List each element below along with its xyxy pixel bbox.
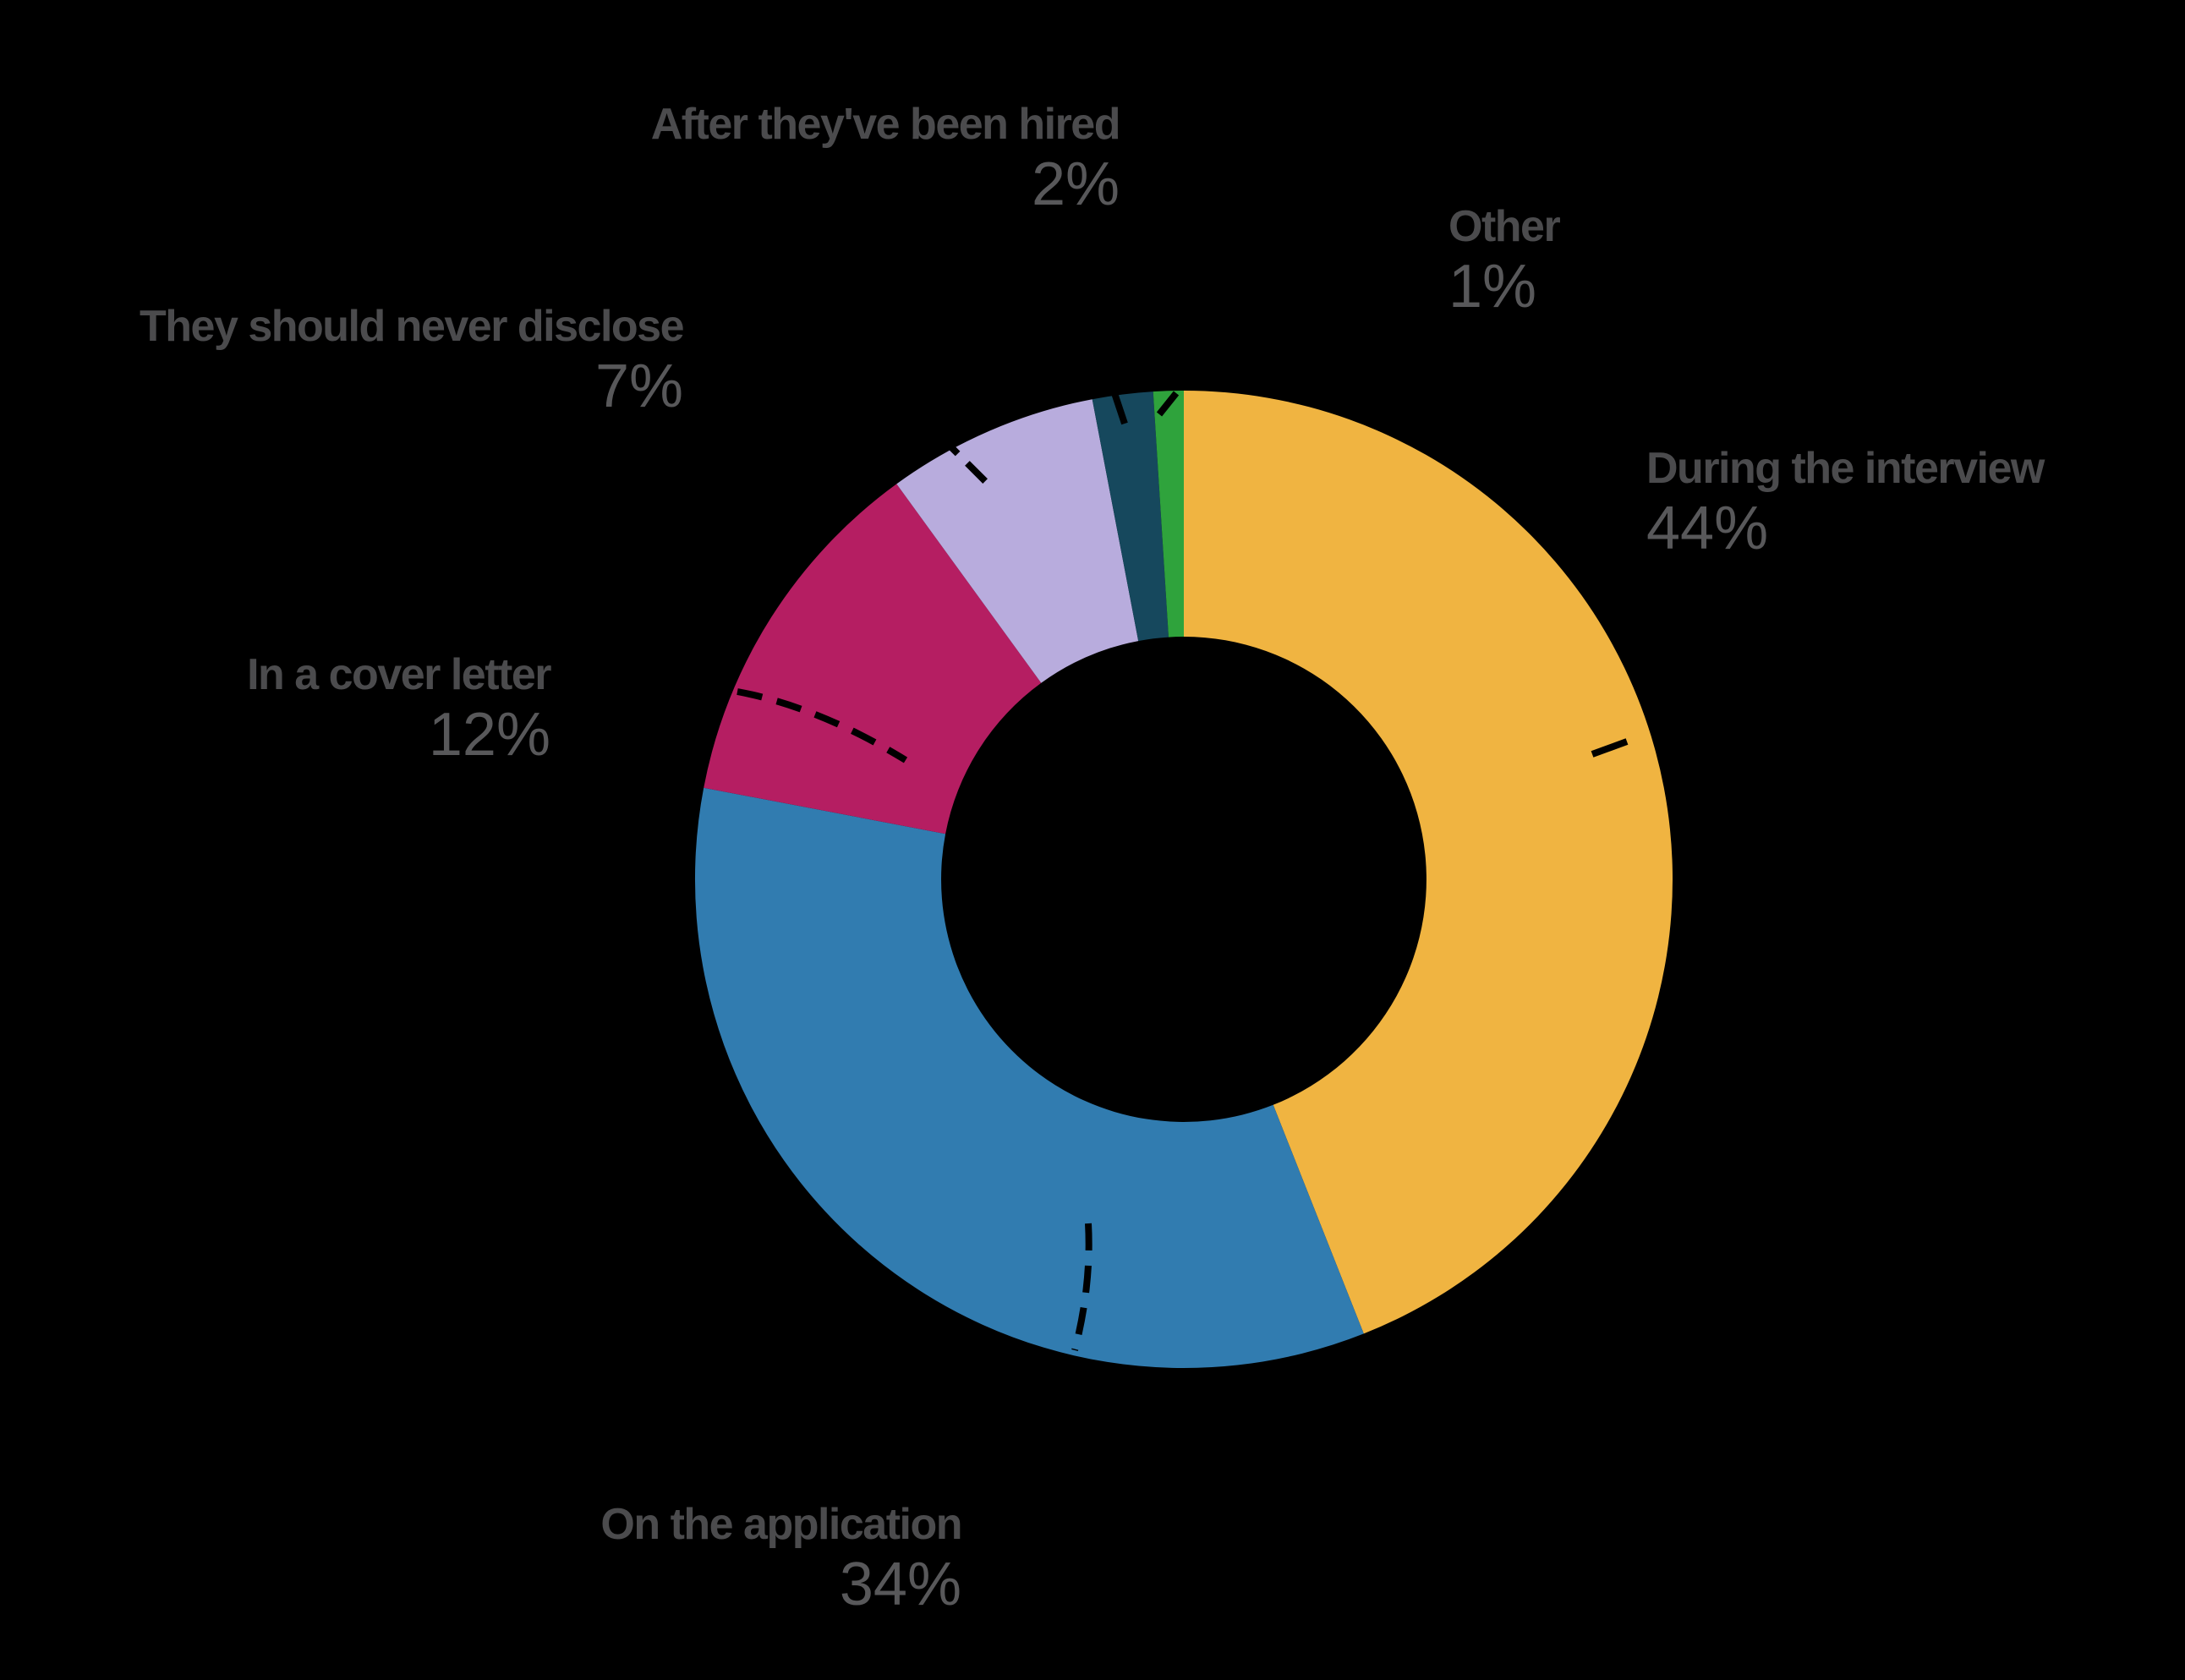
callout-percent: 12% [428,701,550,769]
callout-other: Other 1% [1448,200,1871,320]
callout-label: During the interview [1646,444,2045,493]
wedge-during-the-interview [1184,391,1673,1334]
leader-on-the-application [1071,1223,1092,1352]
callout-during-the-interview: During the interview 44% [1646,441,2185,561]
callout-on-the-application: On the application 34% [327,1497,962,1618]
callout-label: They should never disclose [140,302,685,351]
callout-percent: 1% [1448,253,1537,320]
callout-percent: 34% [839,1551,961,1618]
wedge-on-the-application [694,787,1364,1369]
leader-in-a-cover-letter [737,688,908,763]
callout-percent: 44% [1646,495,1769,562]
callout-label: Other [1448,202,1561,251]
wedge-after-they-ve-been-hired [1092,391,1169,642]
callout-after-theyve-been-hired: After they've been hired 2% [316,97,1121,218]
callout-they-should-never-disclose: They should never disclose 7% [7,299,685,420]
wedge-in-a-cover-letter [704,484,1042,835]
leader-during-the-interview [1591,738,1629,758]
callout-label: In a cover letter [247,650,551,699]
leader-they-should-never-disclose [946,442,994,490]
callout-percent: 7% [594,353,683,420]
wedge-other [1153,390,1184,638]
wedge-they-should-never-disclose [896,399,1139,683]
callout-percent: 2% [1031,150,1120,218]
callout-label: After they've been hired [650,100,1121,149]
callout-in-a-cover-letter: In a cover letter 12% [128,648,551,769]
callout-label: On the application [600,1500,962,1549]
leader-after-they-ve-been-hired [1111,391,1128,425]
leader-other [1156,391,1180,417]
